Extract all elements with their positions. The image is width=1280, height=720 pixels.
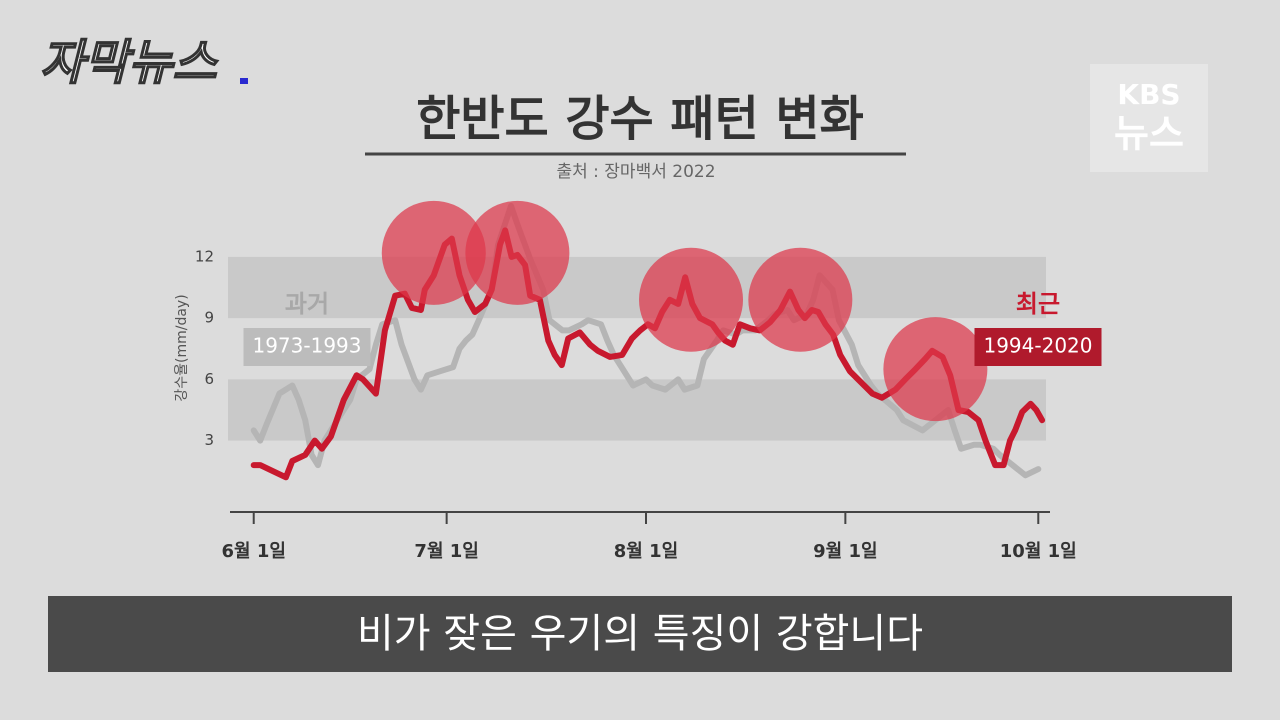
- x-tick-label: 9월 1일: [813, 541, 877, 562]
- highlight-circle: [883, 317, 988, 422]
- chart-subtitle: 출처 : 장마백서 2022: [556, 162, 715, 182]
- logo: 자막뉴스: [40, 35, 218, 91]
- y-tick-label: 12: [195, 247, 214, 265]
- x-tick-label: 6월 1일: [222, 541, 286, 562]
- legend-box: [974, 328, 1102, 366]
- legend-label: 1973-1993: [252, 334, 361, 358]
- highlight-circle: [748, 247, 853, 352]
- caption: 비가 잦은 우기의 특징이 강합니다: [357, 611, 923, 657]
- logo-accent: [240, 78, 248, 84]
- caption-bar: [48, 596, 1232, 672]
- band: [228, 256, 1046, 319]
- y-tick-label: 3: [204, 431, 214, 449]
- y-axis-label: 강수율(mm/day): [174, 294, 190, 401]
- highlight-circle: [381, 200, 486, 305]
- legend-label: 1994-2020: [983, 334, 1092, 358]
- series-label: 최근: [1016, 290, 1060, 318]
- plot: 3 6 9 12 6월 1일 7월 1일 8월 1일 9월 1일 10월 1일 과거 1973-19…: [195, 200, 1102, 562]
- legend-box: [243, 328, 371, 366]
- y-tick-label: 9: [204, 309, 214, 327]
- series-label: 과거: [285, 290, 329, 318]
- broadcaster-top: KBS: [1117, 78, 1180, 111]
- highlight-circle: [639, 247, 744, 352]
- broadcaster-box: [1090, 64, 1208, 172]
- chart-title: 한반도 강수 패턴 변화: [416, 91, 864, 147]
- x-tick-label: 10월 1일: [1000, 541, 1077, 562]
- x-tick-label: 7월 1일: [414, 541, 478, 562]
- x-tick-label: 8월 1일: [614, 541, 678, 562]
- y-tick-label: 6: [204, 370, 214, 388]
- highlight-circle: [465, 200, 570, 305]
- broadcaster-bottom: 뉴스: [1114, 112, 1184, 156]
